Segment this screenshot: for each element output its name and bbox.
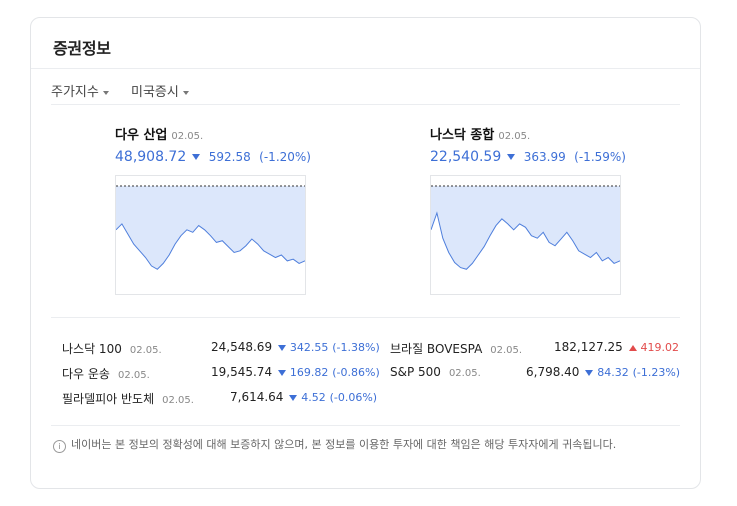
up-arrow-icon [628, 344, 637, 351]
index-date: 02.05. [129, 345, 162, 356]
index-value: 48,908.72 [115, 149, 187, 165]
list-item-phil-semiconductor[interactable]: 필라델피아 반도체 02.05. [62, 390, 194, 407]
info-icon: i [53, 440, 66, 453]
index-name: 다우 산업 [115, 128, 168, 143]
down-arrow-icon [289, 394, 298, 401]
index-value: 22,540.59 [430, 149, 502, 165]
index-change: 419.02 [640, 341, 680, 354]
list-item-sp500[interactable]: S&P 500 02.05. [390, 365, 481, 379]
index-value: 182,127.25 [554, 340, 623, 354]
index-value: 24,548.69 [211, 340, 273, 354]
divider [51, 425, 680, 426]
disclaimer-text: 네이버는 본 정보의 정확성에 대해 보증하지 않으며, 본 정보를 이용한 투… [71, 438, 617, 451]
index-percent: (-1.23%) [632, 366, 681, 379]
index-date: 02.05. [448, 368, 481, 379]
index-dow-industrial[interactable]: 다우 산업 02.05. 48,908.72 592.58 (-1.20%) [115, 124, 311, 165]
chart-area [431, 186, 620, 270]
dow-industrial-chart[interactable] [115, 175, 306, 295]
index-percent: (-1.59%) [574, 150, 626, 164]
chart-series-line [431, 211, 620, 270]
tab-bar: 주가지수 미국증시 [51, 81, 207, 100]
index-nasdaq-composite[interactable]: 나스닥 종합 02.05. 22,540.59 363.99 (-1.59%) [430, 124, 626, 165]
down-arrow-icon [278, 369, 287, 376]
down-arrow-icon [585, 369, 594, 376]
down-arrow-icon [278, 344, 287, 351]
index-date: 02.05. [117, 370, 150, 381]
index-value: 7,614.64 [230, 390, 284, 404]
index-name: S&P 500 [390, 365, 441, 379]
index-percent: (-0.06%) [329, 391, 378, 404]
index-change: 592.58 [208, 150, 251, 164]
index-change: 342.55 [289, 341, 329, 354]
divider [51, 104, 680, 105]
list-item-nasdaq-100-values: 24,548.69 342.55 (-1.38%) [211, 340, 380, 354]
list-item-sp500-values: 6,798.40 84.32 (-1.23%) [526, 365, 680, 379]
chart-area [116, 186, 305, 270]
card-title: 증권정보 [53, 39, 111, 58]
divider [51, 317, 680, 318]
down-arrow-icon [507, 154, 516, 160]
index-date: 02.05. [490, 345, 523, 356]
index-value: 19,545.74 [211, 365, 273, 379]
divider [31, 68, 700, 69]
index-name: 필라델피아 반도체 [62, 392, 155, 406]
index-change: 4.52 [301, 391, 326, 404]
list-item-dow-transport[interactable]: 다우 운송 02.05. [62, 365, 150, 382]
chart-series-line [116, 223, 305, 270]
index-name: 다우 운송 [62, 367, 110, 381]
chevron-down-icon [102, 90, 109, 95]
tab-stock-index[interactable]: 주가지수 [51, 81, 109, 100]
list-item-dow-transport-values: 19,545.74 169.82 (-0.86%) [211, 365, 380, 379]
down-arrow-icon [192, 154, 201, 160]
index-percent: (-0.86%) [332, 366, 380, 379]
index-value: 6,798.40 [526, 365, 580, 379]
tab-us-market[interactable]: 미국증시 [131, 81, 189, 100]
index-change: 363.99 [523, 150, 566, 164]
list-item-nasdaq-100[interactable]: 나스닥 100 02.05. [62, 340, 162, 357]
list-item-phil-semiconductor-values: 7,614.64 4.52 (-0.06%) [230, 390, 377, 404]
list-item-bovespa[interactable]: 브라질 BOVESPA 02.05. [390, 340, 522, 357]
index-percent: (-1.38%) [332, 341, 380, 354]
index-date: 02.05. [162, 395, 194, 406]
chevron-down-icon [182, 90, 189, 95]
list-item-bovespa-values: 182,127.25 419.02 [554, 340, 679, 354]
index-percent: (-1.20%) [259, 150, 311, 164]
index-date: 02.05. [171, 131, 204, 142]
stock-info-card: 증권정보 주가지수 미국증시 다우 산업 02.05. 48,908.72 592… [30, 17, 701, 489]
tab-stock-index-label: 주가지수 [51, 85, 99, 100]
index-change: 169.82 [289, 366, 329, 379]
tab-us-market-label: 미국증시 [130, 85, 179, 100]
index-name: 나스닥 종합 [430, 128, 495, 143]
index-name: 브라질 BOVESPA [390, 342, 483, 356]
nasdaq-composite-chart[interactable] [430, 175, 621, 295]
index-change: 84.32 [597, 366, 629, 379]
disclaimer: i 네이버는 본 정보의 정확성에 대해 보증하지 않으며, 본 정보를 이용한 … [53, 437, 683, 453]
index-name: 나스닥 100 [62, 342, 122, 356]
index-date: 02.05. [498, 131, 531, 142]
